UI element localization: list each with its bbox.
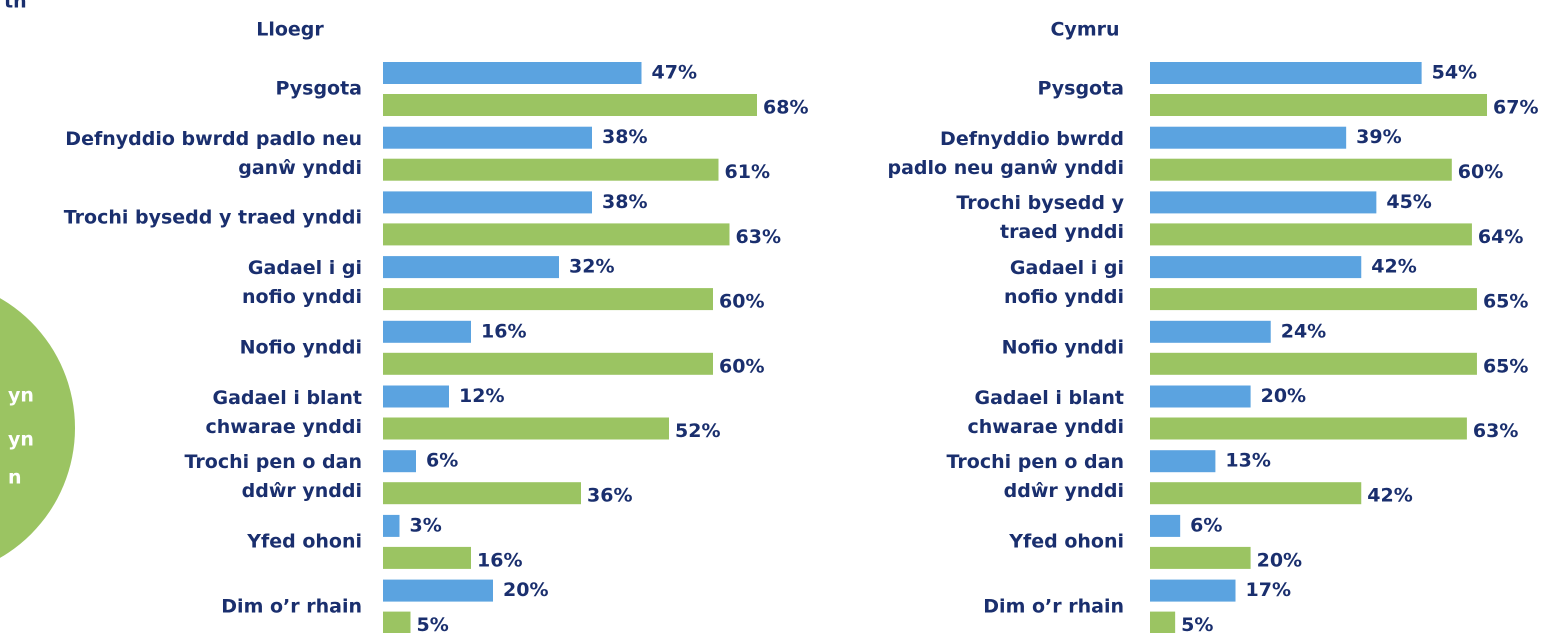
bar [383,514,400,537]
value-label: 17% [1246,579,1291,601]
bar [1150,546,1251,569]
bar [383,611,411,633]
category-label: Pysgota [275,77,362,100]
bar [1150,126,1347,149]
bar [383,546,471,569]
value-label: 63% [1473,420,1518,442]
bar [383,94,757,116]
value-label: 64% [1478,226,1523,248]
value-label: 63% [736,226,781,248]
bar [1150,385,1251,408]
bar [1150,450,1216,473]
category-label: Dim o’r rhain [221,595,362,618]
bar [383,352,713,375]
value-label: 38% [602,191,647,213]
bar [383,126,592,149]
bar [1150,482,1362,505]
category-label: Gadael i gi nofio ynddi [1004,257,1124,309]
bar [383,385,449,408]
category-label: Nofio ynddi [1001,336,1124,359]
bar [1150,256,1362,279]
bar [383,191,592,214]
chart-title: Cymru [1050,19,1119,41]
value-label: 42% [1371,256,1416,278]
category-label: Trochi pen o dan ddŵr ynddi [946,451,1124,503]
bar [383,62,642,84]
side-note-line: yn [8,429,34,451]
value-label: 60% [719,355,764,377]
bar [383,417,669,440]
value-label: 24% [1281,320,1326,342]
value-label: 32% [569,256,614,278]
category-label: Defnyddio bwrdd padlo neu ganŵ ynddi [887,127,1125,179]
bar [1150,579,1236,602]
value-label: 65% [1483,291,1528,313]
side-note-line: yn [8,385,34,407]
bar [383,223,730,246]
value-label: 39% [1356,126,1401,148]
heading-fragment: th [4,0,27,13]
value-label: 42% [1367,485,1412,507]
bar [1150,191,1377,214]
category-label: Trochi bysedd y traed ynddi [63,206,362,229]
bar [383,158,719,181]
category-label: Gadael i blant chwarae ynddi [205,386,362,438]
value-label: 5% [1181,614,1213,633]
bar [1150,352,1477,375]
value-label: 6% [1190,514,1222,536]
side-note-line: n [8,467,22,489]
chart-title: Lloegr [256,19,324,41]
side-circle [0,298,75,558]
value-label: 68% [763,97,808,119]
value-label: 38% [602,126,647,148]
value-label: 12% [459,385,504,407]
category-label: Nofio ynddi [239,336,362,359]
value-label: 54% [1432,62,1477,84]
value-label: 45% [1386,191,1431,213]
bar [383,288,713,311]
bar [1150,320,1271,343]
bar [1150,514,1181,537]
bar [1150,158,1452,181]
value-label: 13% [1225,450,1270,472]
bar [1150,94,1488,116]
category-label: Trochi pen o dan ddŵr ynddi [184,451,362,503]
category-label: Yfed ohoni [247,530,362,553]
category-label: Gadael i blant chwarae ynddi [967,386,1124,438]
value-label: 60% [719,291,764,313]
value-label: 20% [1261,385,1306,407]
category-label: Yfed ohoni [1009,530,1124,553]
bar [383,482,581,505]
category-label: Pysgota [1037,77,1124,100]
value-label: 16% [481,320,526,342]
bar [383,579,493,602]
bar [1150,223,1472,246]
value-label: 52% [675,420,720,442]
bar [383,256,559,279]
value-label: 65% [1483,355,1528,377]
category-label: Gadael i gi nofio ynddi [242,257,362,309]
category-label: Defnyddio bwrdd padlo neu ganŵ ynddi [65,127,362,179]
value-label: 5% [417,614,449,633]
value-label: 3% [410,514,442,536]
value-label: 60% [1458,161,1503,183]
bar [1150,62,1422,84]
value-label: 61% [725,161,770,183]
bar [383,320,471,343]
bar [1150,288,1477,311]
category-label: Trochi bysedd y traed ynddi [956,192,1124,244]
bar [383,450,416,473]
value-label: 20% [503,579,548,601]
category-label: Dim o’r rhain [983,595,1124,618]
bar [1150,417,1467,440]
value-label: 6% [426,450,458,472]
value-label: 20% [1257,549,1302,571]
value-label: 36% [587,485,632,507]
value-label: 16% [477,549,522,571]
bar [1150,611,1176,633]
value-label: 67% [1493,97,1538,119]
value-label: 47% [652,62,697,84]
